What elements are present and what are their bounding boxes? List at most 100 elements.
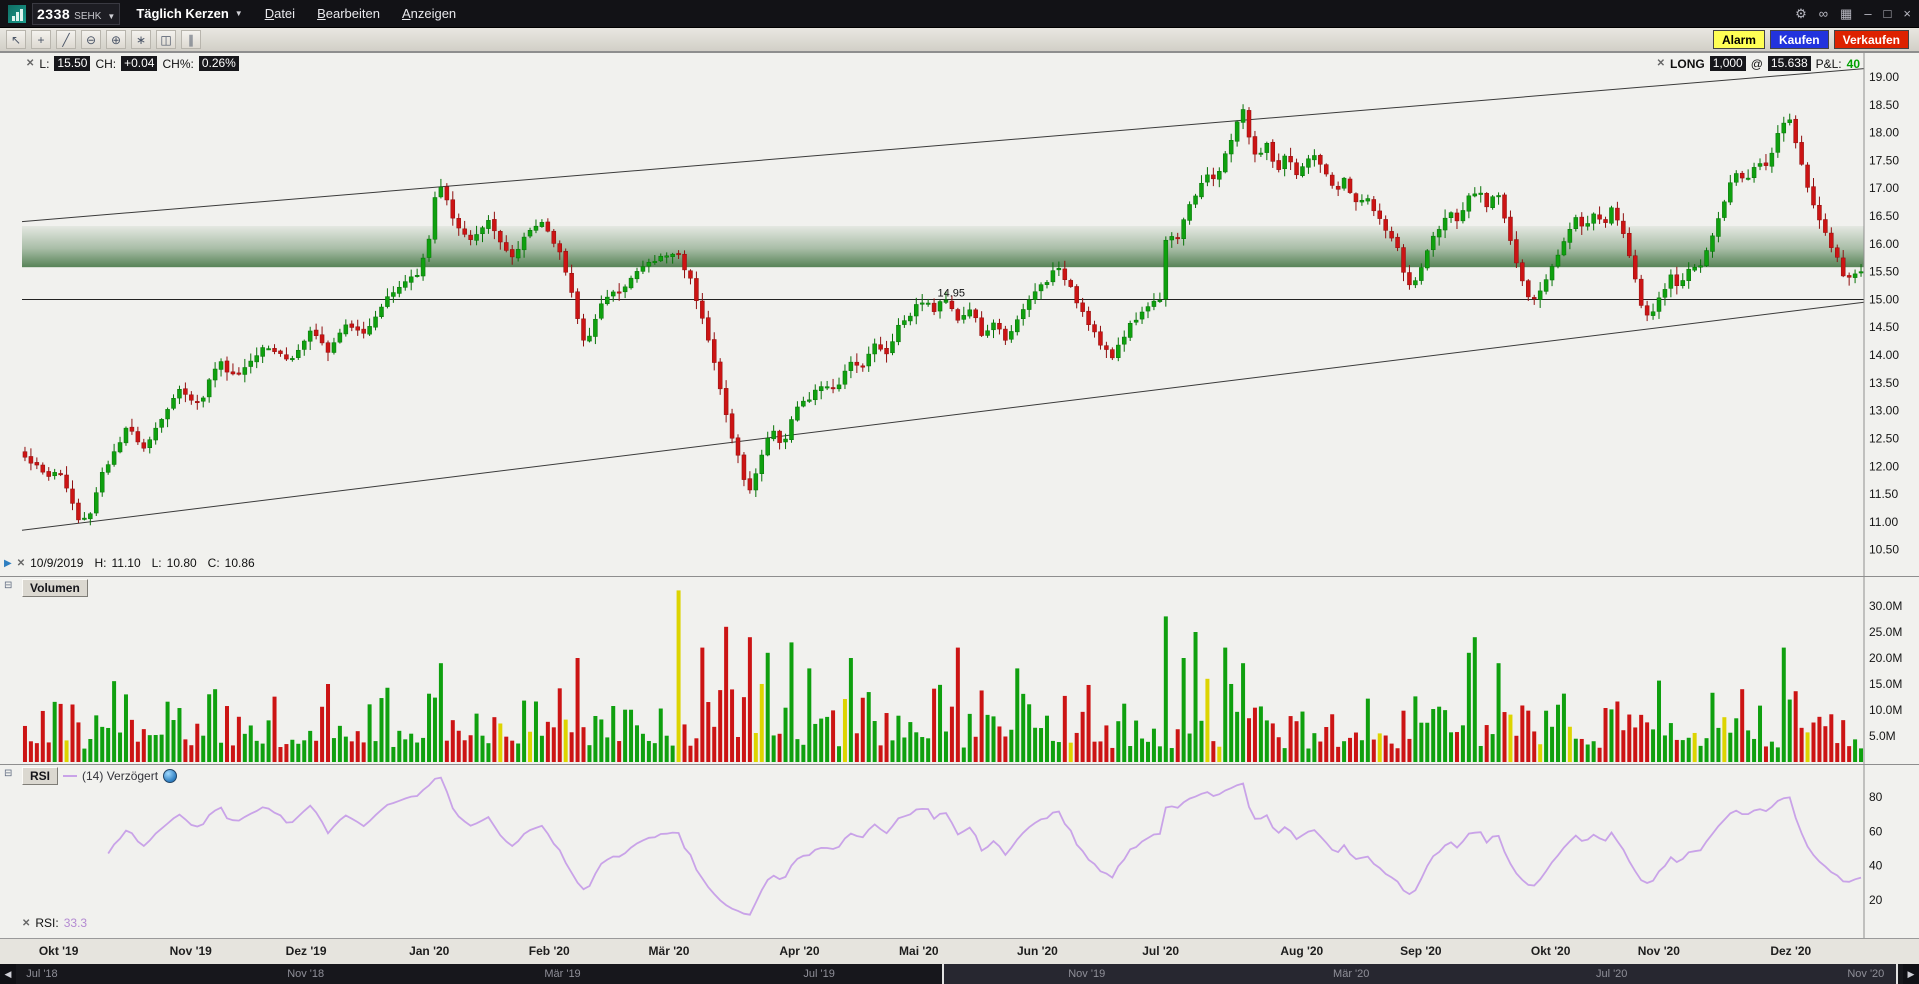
close-icon[interactable]: ✕ bbox=[16, 557, 26, 569]
scroll-right-arrow[interactable]: ▶ bbox=[1903, 964, 1919, 984]
rsi-value-label: RSI: bbox=[35, 916, 59, 930]
scrollbar-window-start-marker[interactable] bbox=[942, 964, 945, 984]
position-side: LONG bbox=[1670, 56, 1705, 71]
alarm-button[interactable]: Alarm bbox=[1712, 30, 1765, 49]
close-icon[interactable]: ✕ bbox=[26, 58, 35, 69]
svg-text:17.00: 17.00 bbox=[1869, 181, 1899, 195]
svg-text:12.50: 12.50 bbox=[1869, 431, 1899, 445]
maximize-icon[interactable]: □ bbox=[1883, 6, 1892, 21]
zoom-out-icon[interactable]: ⊖ bbox=[81, 30, 101, 49]
exchange-label: SEHK bbox=[74, 10, 102, 22]
price-chart-canvas[interactable]: 14.95 19.00 18.50 18.00 17.50 17.00 16.50 16.00… bbox=[0, 52, 1919, 576]
svg-text:13.50: 13.50 bbox=[1869, 376, 1899, 390]
compare-icon[interactable]: ∥ bbox=[181, 30, 201, 49]
scrollbar-date-label: Nov '20 bbox=[1847, 968, 1885, 980]
pl-value: 40 bbox=[1846, 56, 1860, 71]
svg-text:10.50: 10.50 bbox=[1869, 543, 1899, 557]
rsi-chart-canvas[interactable]: 80 60 40 20 bbox=[0, 764, 1919, 938]
change-pct-value: 0.26% bbox=[198, 56, 239, 71]
rsi-legend: (14) Verzögert bbox=[63, 769, 178, 783]
x-axis-month-label: Okt '20 bbox=[1530, 944, 1571, 958]
symbol-selector[interactable]: 2338 SEHK ▼ bbox=[32, 2, 121, 25]
scrollbar-window[interactable] bbox=[942, 964, 1896, 984]
x-axis-month-label: Dez '19 bbox=[285, 944, 327, 958]
svg-text:15.50: 15.50 bbox=[1869, 265, 1899, 279]
indicator-settings-icon[interactable] bbox=[163, 769, 178, 783]
menu-anzeigen[interactable]: Anzeigen bbox=[401, 6, 457, 21]
x-axis-month-label: Apr '20 bbox=[779, 944, 820, 958]
close-icon[interactable]: × bbox=[1903, 6, 1911, 21]
time-scrollbar[interactable]: ◀ ▶ Jul '18 Nov '18 Mär '19 Jul '19 Nov '19 M… bbox=[0, 964, 1919, 984]
add-indicator-icon[interactable]: ∗ bbox=[131, 30, 151, 49]
last-value: 15.50 bbox=[54, 56, 91, 71]
close-icon[interactable]: ✕ bbox=[22, 917, 31, 929]
gear-icon[interactable]: ⚙ bbox=[1795, 5, 1807, 21]
svg-text:60: 60 bbox=[1869, 824, 1883, 838]
collapse-panel-icon[interactable]: ⊟ bbox=[4, 580, 13, 591]
svg-text:80: 80 bbox=[1869, 790, 1883, 804]
timeframe-selector[interactable]: Täglich Kerzen ▼ bbox=[136, 6, 242, 21]
pointer-icon[interactable]: ▶ bbox=[4, 557, 12, 569]
rsi-value-row: ✕ RSI: 33.3 bbox=[22, 916, 87, 930]
candle-style-icon[interactable]: ◫ bbox=[156, 30, 176, 49]
x-axis-month-label: Sep '20 bbox=[1400, 944, 1442, 958]
symbol-label: 2338 bbox=[37, 5, 71, 22]
svg-text:30.0M: 30.0M bbox=[1869, 599, 1902, 613]
menu-datei[interactable]: Datei bbox=[264, 6, 296, 21]
minimize-icon[interactable]: – bbox=[1864, 6, 1872, 21]
rsi-line-swatch bbox=[63, 775, 78, 777]
close-label: C: bbox=[207, 556, 220, 570]
svg-text:11.00: 11.00 bbox=[1869, 515, 1898, 529]
crosshair-status: ▶ ✕ 10/9/2019 H: 11.10 L: 10.80 C: 10.86 bbox=[4, 556, 255, 570]
menu-bearbeiten[interactable]: Bearbeiten bbox=[317, 6, 380, 21]
scrollbar-window-end-marker[interactable] bbox=[1895, 964, 1898, 984]
high-value: 11.10 bbox=[111, 556, 141, 570]
sell-button[interactable]: Verkaufen bbox=[1833, 30, 1909, 49]
layout-icon[interactable]: ▦ bbox=[1840, 5, 1853, 21]
position-price: 15.638 bbox=[1767, 56, 1811, 71]
volume-chart-canvas[interactable]: 30.0M 25.0M 20.0M 15.0M 10.0M 5.0M bbox=[0, 576, 1919, 764]
link-icon[interactable]: ∞ bbox=[1818, 6, 1829, 21]
trendline-tool-icon[interactable]: ╱ bbox=[56, 30, 76, 49]
x-axis-month-label: Okt '19 bbox=[38, 944, 79, 958]
x-axis-month-label: Nov '19 bbox=[169, 944, 212, 958]
rsi-header: RSI (14) Verzögert bbox=[22, 767, 178, 785]
crosshair-tool-icon[interactable]: + bbox=[31, 30, 51, 49]
svg-text:14.00: 14.00 bbox=[1869, 348, 1899, 362]
x-axis-month-label: Nov '20 bbox=[1637, 944, 1680, 958]
rsi-panel-chip[interactable]: RSI bbox=[22, 767, 59, 785]
titlebar-icons: ⚙ ∞ ▦ – □ × bbox=[1795, 6, 1911, 22]
at-label: @ bbox=[1750, 56, 1763, 71]
close-icon[interactable]: ✕ bbox=[1656, 58, 1666, 69]
x-axis-strip: Okt '19 Nov '19 Dez '19 Jan '20 Feb '20 Mär '… bbox=[0, 938, 1919, 965]
order-buttons: Alarm Kaufen Verkaufen bbox=[1712, 30, 1909, 49]
timeframe-label: Täglich Kerzen bbox=[136, 6, 229, 21]
close-value: 10.86 bbox=[224, 556, 255, 570]
svg-text:16.50: 16.50 bbox=[1869, 209, 1899, 223]
scroll-left-arrow[interactable]: ◀ bbox=[0, 964, 16, 984]
svg-text:16.00: 16.00 bbox=[1869, 237, 1899, 251]
svg-text:11.50: 11.50 bbox=[1869, 487, 1898, 501]
last-label: L: bbox=[39, 56, 50, 71]
low-label: L: bbox=[151, 556, 162, 570]
scrollbar-date-label: Jul '18 bbox=[26, 968, 58, 980]
svg-text:12.00: 12.00 bbox=[1869, 459, 1899, 473]
zoom-in-icon[interactable]: ⊕ bbox=[106, 30, 126, 49]
pointer-tool-icon[interactable]: ↖ bbox=[6, 30, 26, 49]
high-label: H: bbox=[94, 556, 107, 570]
quote-overlay: ✕ L: 15.50 CH: +0.04 CH%: 0.26% bbox=[26, 56, 239, 71]
svg-text:20: 20 bbox=[1869, 893, 1883, 907]
svg-text:17.50: 17.50 bbox=[1869, 153, 1899, 167]
scrollbar-date-label: Jul '19 bbox=[803, 968, 835, 980]
x-axis-month-label: Feb '20 bbox=[528, 944, 570, 958]
buy-button[interactable]: Kaufen bbox=[1769, 30, 1829, 49]
toolbar-tools: ↖ + ╱ ⊖ ⊕ ∗ ◫ ∥ bbox=[6, 30, 201, 49]
change-pct-label: CH%: bbox=[162, 56, 194, 71]
x-axis-month-label: Aug '20 bbox=[1280, 944, 1324, 958]
collapse-panel-icon[interactable]: ⊟ bbox=[4, 768, 13, 779]
x-axis-month-label: Mai '20 bbox=[899, 944, 939, 958]
volume-panel-chip[interactable]: Volumen bbox=[22, 579, 88, 597]
chevron-down-icon: ▼ bbox=[234, 9, 243, 18]
svg-text:10.0M: 10.0M bbox=[1869, 703, 1902, 717]
